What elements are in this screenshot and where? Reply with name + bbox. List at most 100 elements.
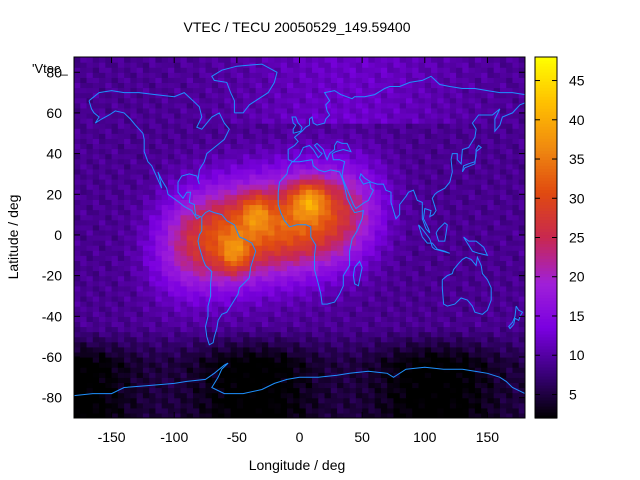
heatmap-cell [324, 412, 332, 418]
heatmap-cell [99, 275, 106, 282]
heatmap-cell [312, 255, 319, 261]
heatmap-cell [86, 326, 94, 333]
heatmap-cell [293, 82, 301, 89]
heatmap-cell [230, 316, 238, 322]
heatmap-cell [512, 209, 520, 216]
heatmap-cell [487, 92, 495, 99]
heatmap-cell [230, 77, 238, 84]
heatmap-cell [211, 326, 219, 333]
heatmap-cell [330, 229, 338, 236]
heatmap-cell [518, 306, 525, 312]
heatmap-cell [481, 199, 489, 206]
heatmap-cell [312, 295, 319, 302]
heatmap-cell [443, 82, 451, 89]
heatmap-cell [174, 341, 182, 348]
heatmap-cell [293, 377, 301, 383]
heatmap-cell [193, 123, 200, 129]
heatmap-cell [506, 199, 514, 206]
heatmap-cell [149, 72, 157, 78]
heatmap-cell [255, 118, 263, 124]
heatmap-cell [506, 214, 514, 221]
heatmap-cell [174, 67, 182, 73]
heatmap-cell [124, 204, 131, 211]
heatmap-cell [92, 280, 100, 287]
heatmap-cell [249, 285, 257, 292]
heatmap-cell [167, 336, 175, 343]
heatmap-cell [193, 270, 200, 277]
heatmap-cell [456, 290, 463, 297]
heatmap-cell [130, 97, 138, 104]
heatmap-cell [149, 204, 157, 211]
heatmap-cell [280, 362, 288, 368]
heatmap-cell [499, 123, 507, 129]
heatmap-cell [274, 260, 282, 267]
heatmap-cell [130, 214, 138, 221]
heatmap-cell [74, 229, 81, 236]
heatmap-cell [211, 306, 219, 312]
heatmap-cell [149, 184, 157, 190]
heatmap-cell [261, 112, 269, 119]
heatmap-cell [218, 148, 225, 155]
heatmap-cell [324, 321, 332, 328]
heatmap-cell [437, 138, 445, 145]
heatmap-cell [80, 92, 88, 99]
heatmap-cell [368, 173, 376, 180]
heatmap-cell [399, 133, 407, 139]
heatmap-cell [424, 163, 432, 170]
heatmap-cell [124, 295, 131, 302]
heatmap-cell [499, 351, 507, 358]
heatmap-cell [261, 219, 269, 226]
heatmap-cell [193, 194, 200, 200]
heatmap-cell [236, 250, 244, 256]
heatmap-cell [324, 67, 332, 73]
heatmap-cell [155, 372, 163, 378]
heatmap-cell [124, 219, 131, 226]
heatmap-cell [211, 321, 219, 328]
heatmap-cell [330, 173, 338, 180]
heatmap-cell [274, 250, 282, 256]
heatmap-cell [243, 163, 250, 170]
heatmap-cell [174, 245, 182, 251]
heatmap-cell [462, 158, 470, 165]
heatmap-cell [224, 199, 232, 206]
heatmap-cell [305, 341, 313, 348]
heatmap-cell [405, 250, 413, 256]
heatmap-cell [443, 306, 451, 312]
heatmap-cell [243, 148, 250, 155]
heatmap-cell [149, 275, 157, 282]
heatmap-cell [199, 163, 207, 170]
heatmap-cell [236, 204, 244, 211]
heatmap-cell [362, 214, 369, 221]
heatmap-cell [324, 351, 332, 358]
heatmap-cell [449, 397, 457, 404]
heatmap-cell [130, 204, 138, 211]
heatmap-cell [80, 306, 88, 312]
heatmap-cell [161, 362, 169, 368]
heatmap-cell [506, 102, 514, 109]
heatmap-cell [380, 362, 388, 368]
heatmap-cell [374, 133, 382, 139]
heatmap-cell [337, 270, 344, 277]
heatmap-cell [130, 245, 138, 251]
heatmap-cell [111, 128, 119, 134]
heatmap-cell [86, 301, 94, 307]
heatmap-cell [161, 295, 169, 302]
heatmap-cell [312, 275, 319, 282]
heatmap-cell [186, 184, 194, 190]
heatmap-cell [499, 387, 507, 394]
heatmap-cell [449, 67, 457, 73]
heatmap-cell [193, 367, 200, 373]
heatmap-cell [186, 377, 194, 383]
heatmap-cell [456, 407, 463, 414]
heatmap-cell [431, 224, 438, 231]
heatmap-cell [293, 265, 301, 272]
heatmap-cell [399, 290, 407, 297]
heatmap-cell [399, 143, 407, 150]
heatmap-cell [224, 255, 232, 261]
heatmap-cell [199, 270, 207, 277]
heatmap-cell [424, 214, 432, 221]
heatmap-cell [149, 377, 157, 383]
heatmap-cell [105, 123, 113, 129]
heatmap-cell [456, 382, 463, 389]
heatmap-cell [218, 301, 225, 307]
